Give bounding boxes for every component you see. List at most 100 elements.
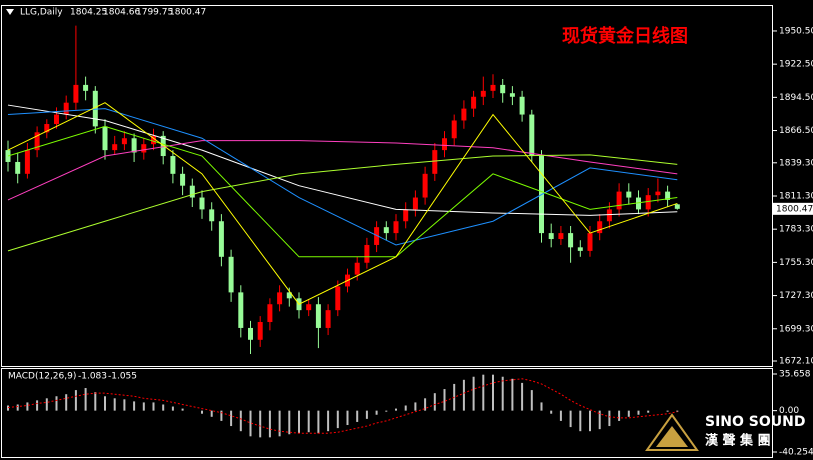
candle-body [432,150,438,174]
candle-body [34,132,40,151]
candle-body [102,126,108,151]
candle-body [228,256,234,293]
candle-body [558,233,564,240]
candle-body [83,84,89,91]
candle-body [529,114,535,157]
y-tick-label: 1755.30 [779,258,813,268]
candle-body [422,173,428,198]
macd-tick-label: 35.658 [779,370,811,380]
chart-title: 现货黄金日线图 [562,25,688,47]
candle-body [209,209,215,222]
candle-body [248,327,253,340]
candle-body [500,84,506,94]
candle-body [44,124,50,133]
y-tick-label: 1811.30 [779,191,813,201]
y-tick-label: 1894.50 [779,93,813,103]
y-tick-label: 1727.30 [779,291,813,301]
candle-body [442,138,447,151]
candle-body [151,135,156,145]
y-tick-label: 1699.30 [779,324,813,334]
menu-icon [6,9,14,15]
signal-value: -1.055 [108,372,137,382]
candle-body [218,221,224,257]
candle-body [403,209,409,222]
candle-body [626,191,632,198]
symbol: LLG,Daily [20,8,63,18]
candle-body [277,292,283,305]
candle-body [606,209,612,222]
candle-body [616,191,622,210]
candle-body [325,310,331,328]
candle-body [131,138,137,153]
main-frame [1,5,773,367]
macd-tick-label: -40.254 [779,448,813,458]
close-value: 1800.47 [169,8,206,18]
y-tick-label: 1866.50 [779,126,813,136]
moving-average [7,154,678,252]
candle-body [636,197,641,210]
macd-label: MACD(12,26,9) [8,372,76,382]
candle-body [374,227,380,245]
logo-subtitle: 漢 聲 集 團 [705,433,771,449]
candle-body [665,191,671,200]
candle-body [286,292,292,299]
candle-body [451,120,457,139]
y-tick-label: 1672.10 [779,357,813,367]
candle-body [480,90,486,97]
candle-body [490,84,496,91]
candle-body [267,304,273,323]
candle-body [63,102,69,115]
logo-name: SINO SOUND [705,414,805,430]
candle-body [238,292,244,328]
candle-body [54,114,59,125]
y-tick-label: 1950.50 [779,26,813,36]
low-value: 1799.75 [136,8,173,18]
candle-body [383,227,389,234]
macd-tick-label: 0.00 [779,406,799,416]
candle-body [121,138,127,145]
candle-body [364,244,370,263]
candle-body [597,221,603,234]
candle-body [257,322,263,340]
candle-body [15,161,21,174]
moving-average [7,108,678,246]
candle-body [73,84,79,103]
candle-body [24,150,30,174]
candle-body [199,197,205,210]
macd-value: -1.083 [78,372,107,382]
candle-body [509,93,515,97]
candle-body [548,233,554,240]
candle-body [471,96,477,109]
price-tag [773,202,813,215]
open-value: 1804.25 [70,8,107,18]
candle-body [519,96,525,115]
logo-mark-inner [656,426,688,447]
candle-body [141,144,147,153]
candle-body [112,144,118,151]
macd-frame [1,368,773,458]
moving-average [7,140,678,201]
candle-body [587,233,593,251]
y-tick-label: 1839.30 [779,158,813,168]
candle-body [461,108,467,121]
price-tag-label: 1800.47 [776,204,813,214]
candle-body [412,197,418,210]
candle-body [306,304,312,311]
candle-body [655,191,661,196]
candle-body [577,247,583,251]
moving-average [7,102,678,305]
logo: SINO SOUND 漢 聲 集 團 [645,413,805,451]
moving-average [7,125,678,258]
candle-body [92,90,98,127]
y-tick-label: 1922.50 [779,60,813,70]
candle-body [189,185,195,198]
candle-body [674,204,680,209]
candle-body [645,195,651,210]
candle-body [170,156,176,174]
candle-body [180,173,186,186]
candle-body [568,233,574,248]
candle-body [354,262,360,275]
y-tick-label: 1783.30 [779,225,813,235]
